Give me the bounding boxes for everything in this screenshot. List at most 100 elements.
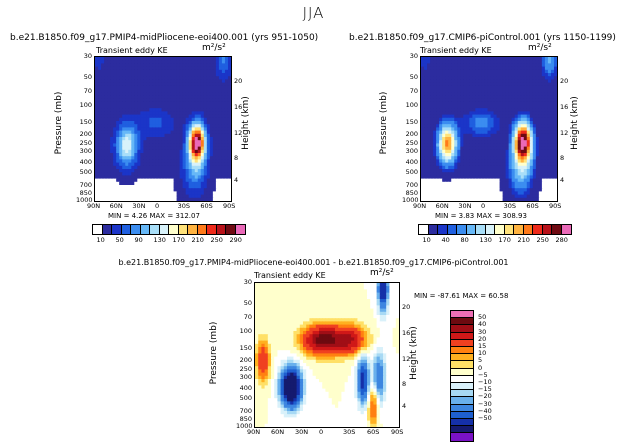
panel2-cell <box>532 194 537 199</box>
panel1-cell <box>161 66 166 71</box>
panel2-cell <box>433 137 437 141</box>
panel1-cell <box>152 140 157 144</box>
panel1-cell <box>191 140 196 144</box>
panel1-cell <box>113 101 117 106</box>
panel2-xtick: 30N <box>458 202 472 210</box>
panel1-cell <box>107 169 111 173</box>
panel1-cell <box>224 108 229 112</box>
panel2-cell <box>469 175 473 180</box>
panel3-cell <box>261 315 266 319</box>
panel3-cell <box>341 337 346 342</box>
panel2-cell <box>475 127 480 132</box>
panel1-cell <box>101 156 105 160</box>
panel1-cell <box>122 85 126 90</box>
panel1-cell <box>224 60 229 64</box>
panel3-cell <box>335 286 339 290</box>
panel2-cell <box>520 98 525 103</box>
panel2-cell <box>553 169 557 173</box>
panel1-cell <box>170 194 175 199</box>
panel2-cell <box>514 175 519 180</box>
panel1-cell <box>209 140 214 144</box>
panel2-cell <box>436 95 440 100</box>
panel1-cell <box>215 175 220 180</box>
panel1-cell <box>182 143 187 148</box>
panel3-cell <box>376 302 381 306</box>
panel2-cell <box>481 121 486 125</box>
panel1-cell <box>218 175 223 180</box>
panel2-cell <box>481 130 486 135</box>
panel1-cell <box>161 162 166 167</box>
panel3-cell <box>322 318 326 322</box>
panel1-cell <box>206 63 211 68</box>
panel3-cell <box>341 305 346 310</box>
panel3-cell <box>299 289 304 294</box>
panel2-cell <box>535 197 540 201</box>
panel1-cell <box>146 162 150 167</box>
panel1-cell <box>224 159 229 164</box>
panel2-cell <box>550 133 555 138</box>
panel3-cell <box>287 334 291 338</box>
panel2-cell <box>481 108 486 112</box>
panel1-cell <box>194 89 199 93</box>
panel2-cell <box>535 130 540 135</box>
panel1-cell <box>152 159 157 164</box>
panel2-cell <box>538 124 543 128</box>
panel1-cell <box>158 143 163 148</box>
panel2-cell <box>550 188 555 192</box>
panel2-cell <box>424 73 428 77</box>
panel2-cell <box>523 194 528 199</box>
panel1-cell <box>98 114 102 119</box>
panel2-cell <box>526 169 531 173</box>
panel2-cell <box>487 172 492 176</box>
panel2-cell <box>508 146 513 151</box>
panel2-cell <box>523 165 528 170</box>
panel2-cell <box>481 82 486 87</box>
panel2-cell <box>445 178 449 183</box>
panel2-cell <box>541 165 546 170</box>
panel2-cell <box>508 191 513 196</box>
panel1-cell <box>116 76 120 80</box>
panel2-cell <box>550 149 555 154</box>
panel1-cell <box>110 146 114 151</box>
panel1-cell <box>155 140 160 144</box>
panel3-cell <box>328 286 333 290</box>
panel1-cell <box>158 127 163 132</box>
panel2-cell <box>457 127 461 132</box>
panel1-cell <box>191 114 196 119</box>
panel2-cell <box>517 111 522 116</box>
panel1-cell <box>104 92 108 96</box>
panel1-cell <box>176 105 181 109</box>
panel1-cell <box>116 185 120 189</box>
panel2-cell <box>523 185 528 189</box>
panel2-cell <box>475 95 480 100</box>
panel2-cell <box>484 149 489 154</box>
panel1-cell <box>161 194 166 199</box>
panel1-cell <box>143 95 147 100</box>
panel1-cell <box>152 185 157 189</box>
panel3-cell <box>373 311 378 316</box>
panel2-cell <box>523 146 528 151</box>
panel1-cell <box>146 95 150 100</box>
panel2-cell <box>439 82 443 87</box>
panel2-cell <box>475 98 480 103</box>
panel3-cell <box>360 289 365 294</box>
panel1-plot <box>94 56 232 202</box>
panel2-cell <box>460 66 464 71</box>
panel2-cell <box>496 82 501 87</box>
panel1-cell <box>155 156 160 160</box>
panel3-cell <box>395 337 399 342</box>
panel1-cell <box>173 66 178 71</box>
panel2-cell <box>427 114 431 119</box>
panel2-cell <box>553 60 557 64</box>
panel2-cell <box>517 197 522 201</box>
panel1-cell <box>125 105 129 109</box>
panel3-cell <box>383 315 387 319</box>
panel2-cell <box>427 66 431 71</box>
panel1-legend-label: 50 <box>115 236 124 244</box>
panel2-cell <box>496 57 501 61</box>
panel2-cell <box>442 108 446 112</box>
panel3-cell <box>283 331 288 335</box>
panel3-cell <box>354 311 358 316</box>
panel2-cell <box>499 133 504 138</box>
panel1-cell <box>116 169 120 173</box>
